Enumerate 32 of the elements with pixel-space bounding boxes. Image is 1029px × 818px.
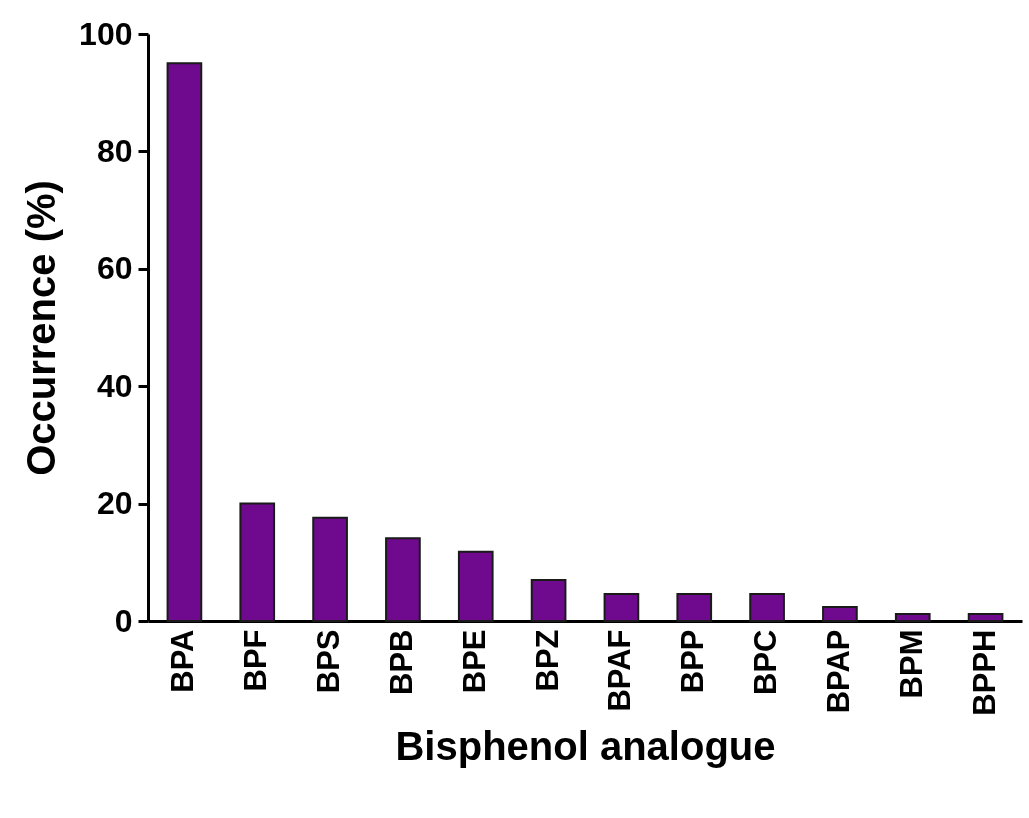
y-tick-label: 80: [96, 132, 133, 169]
bar: [822, 605, 858, 622]
bar: [676, 593, 713, 622]
bar: [894, 612, 931, 622]
x-tick-label: BPS: [311, 629, 347, 694]
bar: [312, 516, 348, 622]
bar: [530, 578, 567, 622]
x-axis-title: Bisphenol analogue: [395, 723, 776, 768]
bar: [967, 612, 1004, 622]
y-tick-label: 40: [96, 367, 133, 404]
bar: [385, 537, 421, 622]
x-tick-label: BPP: [675, 629, 711, 694]
x-tick-label: BPB: [383, 629, 419, 695]
x-tick-label: BPM: [893, 629, 929, 699]
y-tick-label: 20: [96, 485, 133, 522]
y-tick-label: 0: [114, 602, 133, 639]
y-tick-label: 60: [96, 250, 133, 287]
y-tick-label: 100: [79, 15, 133, 52]
x-tick-label: BPPH: [966, 629, 1002, 716]
y-axis-title: Occurrence (%): [19, 180, 64, 476]
bar: [457, 550, 494, 622]
x-tick-label: BPAP: [820, 629, 856, 714]
x-tick-label: BPC: [748, 629, 784, 695]
bar: [239, 502, 276, 622]
x-tick-label: BPA: [165, 629, 201, 693]
x-tick-label: BPE: [456, 629, 492, 694]
bar: [749, 593, 785, 622]
bar: [603, 593, 640, 622]
x-tick-label: BPZ: [529, 629, 565, 692]
x-tick-label: BPF: [238, 629, 274, 692]
bar: [166, 62, 203, 622]
x-tick-label: BPAF: [602, 629, 638, 712]
